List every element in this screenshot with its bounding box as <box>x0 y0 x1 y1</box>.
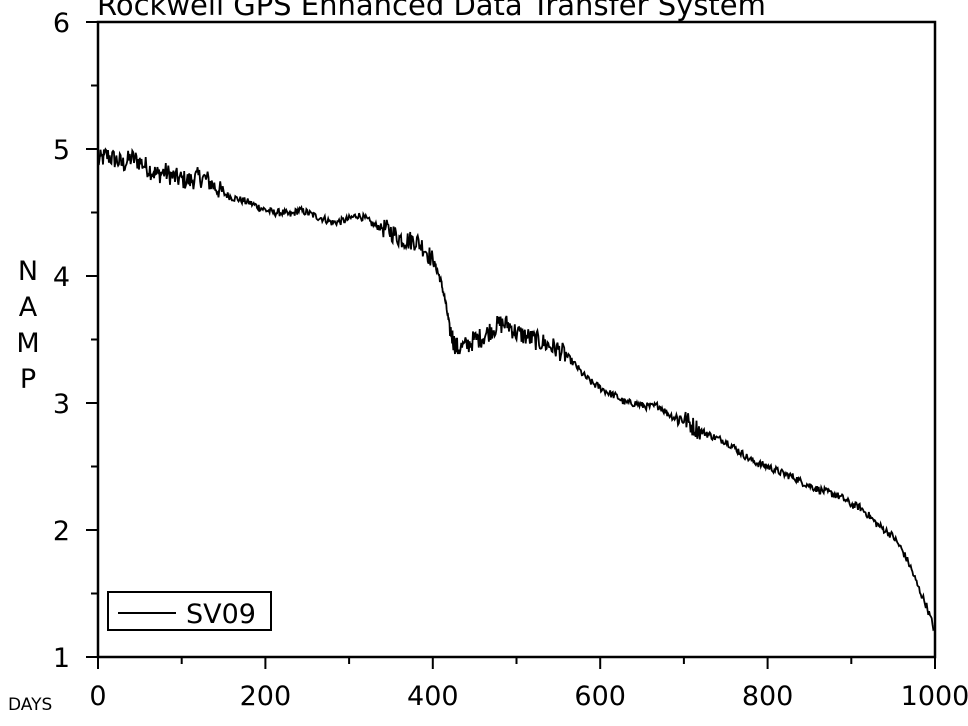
y-tick-label: 6 <box>53 8 70 39</box>
y-tick-label: 5 <box>53 135 70 166</box>
y-tick-label: 1 <box>53 643 70 674</box>
y-tick-label: 4 <box>53 262 70 293</box>
chart-title: Rockwell GPS Enhanced Data Transfer Syst… <box>97 0 766 22</box>
x-tick-label: 800 <box>742 681 794 712</box>
y-axis-label-letter: A <box>19 292 38 323</box>
y-axis-label-letter: N <box>18 256 38 287</box>
legend-label-sv09: SV09 <box>186 599 256 630</box>
x-tick-label: 1000 <box>901 681 968 712</box>
x-tick-label: 600 <box>574 681 626 712</box>
y-axis-label-letter: P <box>20 364 36 395</box>
x-tick-label: 0 <box>89 681 106 712</box>
legend-box <box>107 591 272 631</box>
y-axis-label-letter: M <box>16 328 39 359</box>
y-tick-label: 3 <box>53 389 70 420</box>
series-layer <box>97 147 936 632</box>
x-tick-label: 200 <box>240 681 292 712</box>
series-line-sv09 <box>97 147 936 632</box>
plot-frame <box>96 20 937 659</box>
legend: SV09 <box>107 591 272 631</box>
x-tick-label: 400 <box>407 681 459 712</box>
y-tick-label: 2 <box>53 516 70 547</box>
x-axis-label: DAYS <box>8 695 52 715</box>
